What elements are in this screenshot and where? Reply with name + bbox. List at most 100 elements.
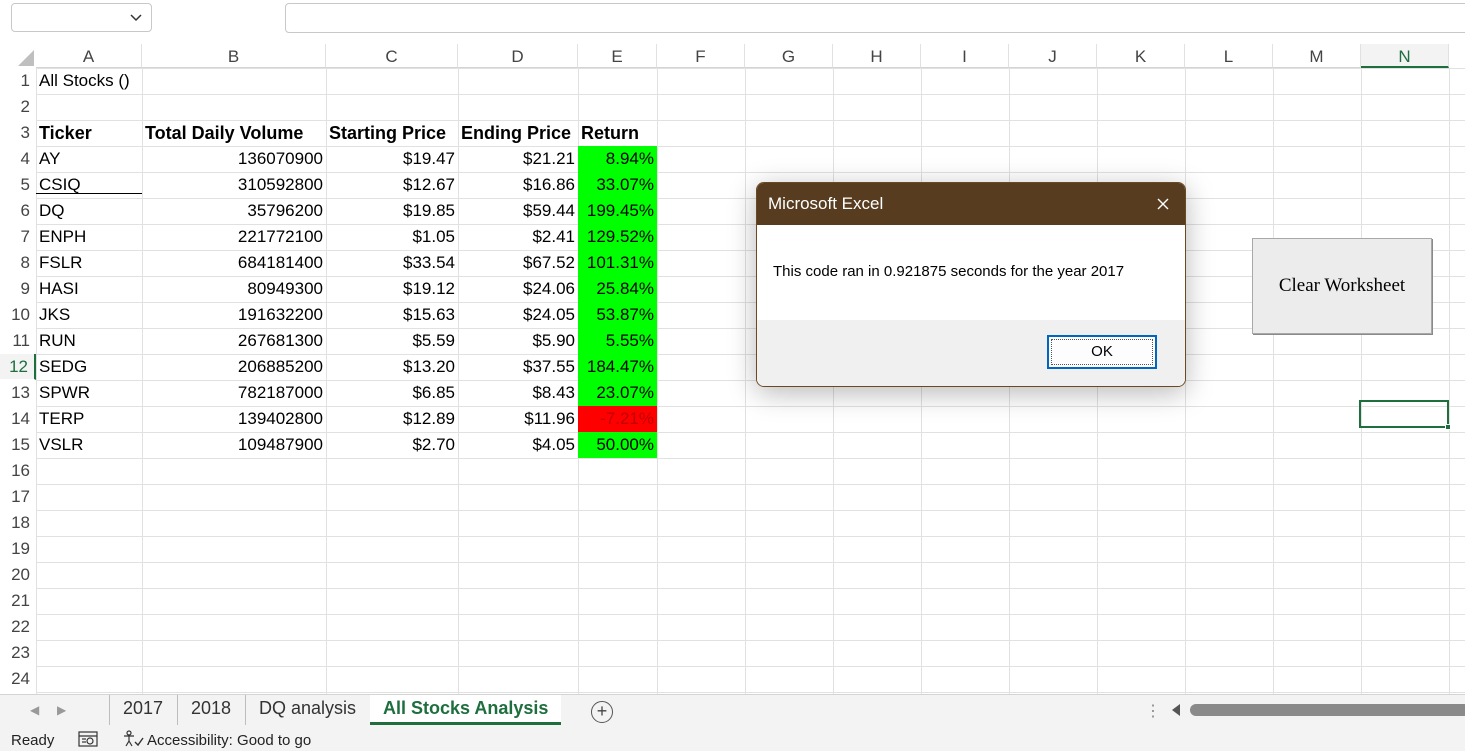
scroll-left-icon[interactable]	[1172, 704, 1180, 716]
volume-cell: 136070900	[237, 149, 323, 168]
active-cell-selection[interactable]	[1359, 400, 1449, 428]
row-header-7[interactable]: 7	[0, 224, 36, 250]
chevron-down-icon[interactable]	[129, 10, 143, 24]
gridline-horizontal	[36, 224, 1465, 225]
row-header-10[interactable]: 10	[0, 302, 36, 328]
tab-2017[interactable]: 2017	[109, 695, 176, 725]
plus-circle-icon[interactable]: +	[591, 701, 613, 723]
column-header-k[interactable]: K	[1097, 44, 1185, 68]
tab-2018[interactable]: 2018	[177, 695, 244, 725]
ticker-cell: JKS	[39, 305, 71, 324]
column-header-c[interactable]: C	[326, 44, 458, 68]
column-header-e[interactable]: E	[578, 44, 657, 68]
row-header-8[interactable]: 8	[0, 250, 36, 276]
column-header-l[interactable]: L	[1185, 44, 1273, 68]
gridline-horizontal	[36, 380, 1465, 381]
gridline-horizontal	[36, 588, 1465, 589]
tab-scroll-right-icon[interactable]: ▶	[57, 703, 67, 717]
ticker-cell: FSLR	[39, 253, 83, 272]
ticker-cell: RUN	[39, 331, 76, 350]
volume-cell: 267681300	[237, 331, 323, 350]
formula-input[interactable]	[285, 3, 1465, 33]
column-header-j[interactable]: J	[1009, 44, 1097, 68]
fill-handle[interactable]	[1445, 424, 1451, 430]
row-header-5[interactable]: 5	[0, 172, 36, 198]
column-header-f[interactable]: F	[657, 44, 745, 68]
ticker-cell: AY	[39, 149, 61, 168]
column-header-d[interactable]: D	[458, 44, 578, 68]
row-header-4[interactable]: 4	[0, 146, 36, 172]
start-price-cell: $12.89	[403, 409, 455, 428]
name-box[interactable]	[11, 3, 152, 32]
tab-dq-analysis[interactable]: DQ analysis	[245, 695, 369, 725]
start-price-cell: $12.67	[403, 175, 455, 194]
volume-cell: 221772100	[237, 227, 323, 246]
row-header-20[interactable]: 20	[0, 562, 36, 588]
accessibility-icon[interactable]	[122, 730, 144, 748]
row-header-24[interactable]: 24	[0, 666, 36, 692]
row-header-1[interactable]: 1	[0, 68, 36, 94]
start-price-cell: $33.54	[403, 253, 455, 272]
select-all-corner[interactable]	[0, 44, 36, 68]
column-header-i[interactable]: I	[921, 44, 1009, 68]
end-price-cell: $59.44	[523, 201, 575, 220]
gridline-vertical	[458, 68, 459, 694]
column-header-m[interactable]: M	[1273, 44, 1361, 68]
clear-worksheet-button[interactable]: Clear Worksheet	[1252, 238, 1432, 334]
row-header-3[interactable]: 3	[0, 120, 36, 146]
row-header-2[interactable]: 2	[0, 94, 36, 120]
row-header-21[interactable]: 21	[0, 588, 36, 614]
column-header-h[interactable]: H	[833, 44, 921, 68]
gridline-horizontal	[36, 666, 1465, 667]
column-header-b[interactable]: B	[142, 44, 326, 68]
row-header-18[interactable]: 18	[0, 510, 36, 536]
gridline-vertical	[745, 68, 746, 694]
gridline-horizontal	[36, 484, 1465, 485]
gridline-horizontal	[36, 536, 1465, 537]
status-bar: Ready Accessibility: Good to go	[0, 726, 1465, 751]
column-header-a[interactable]: A	[36, 44, 142, 68]
accessibility-status[interactable]: Accessibility: Good to go	[147, 732, 312, 749]
row-header-15[interactable]: 15	[0, 432, 36, 458]
column-header-g[interactable]: G	[745, 44, 833, 68]
gridline-horizontal	[36, 120, 1465, 121]
row-header-14[interactable]: 14	[0, 406, 36, 432]
row-header-23[interactable]: 23	[0, 640, 36, 666]
volume-cell: 310592800	[237, 175, 323, 194]
macro-recording-icon[interactable]	[78, 731, 98, 747]
gridline-vertical	[1361, 68, 1362, 694]
end-price-cell: $11.96	[524, 409, 575, 428]
gridline-horizontal	[36, 406, 1465, 407]
status-ready: Ready	[11, 732, 55, 749]
volume-cell: 782187000	[237, 383, 323, 402]
row-header-16[interactable]: 16	[0, 458, 36, 484]
gridline-horizontal	[36, 172, 1465, 173]
gridline-vertical	[36, 68, 37, 694]
ok-button[interactable]: OK	[1047, 335, 1157, 369]
row-header-17[interactable]: 17	[0, 484, 36, 510]
return-cell: 184.47%	[578, 354, 657, 380]
row-header-22[interactable]: 22	[0, 614, 36, 640]
end-price-cell: $67.52	[523, 253, 575, 272]
row-header-6[interactable]: 6	[0, 198, 36, 224]
gridline-horizontal	[36, 562, 1465, 563]
dialog-message: This code ran in 0.921875 seconds for th…	[773, 263, 1125, 280]
gridline-horizontal	[36, 510, 1465, 511]
message-dialog: Microsoft Excel This code ran in 0.92187…	[756, 182, 1186, 387]
row-header-9[interactable]: 9	[0, 276, 36, 302]
column-header-n[interactable]: N	[1361, 44, 1449, 68]
more-options-icon[interactable]: ⋮	[1145, 703, 1161, 720]
row-header-12[interactable]: 12	[0, 354, 36, 380]
gridline-horizontal	[36, 68, 1465, 69]
return-cell: 199.45%	[578, 198, 657, 224]
close-icon[interactable]	[1153, 194, 1173, 214]
column-label: Total Daily Volume	[145, 123, 304, 143]
tab-all-stocks-analysis[interactable]: All Stocks Analysis	[370, 695, 562, 725]
tab-scroll-left-icon[interactable]: ◀	[30, 703, 40, 717]
row-header-11[interactable]: 11	[0, 328, 36, 354]
row-header-13[interactable]: 13	[0, 380, 36, 406]
horizontal-scrollbar[interactable]	[1190, 704, 1465, 716]
return-cell: 8.94%	[578, 146, 657, 172]
row-header-19[interactable]: 19	[0, 536, 36, 562]
